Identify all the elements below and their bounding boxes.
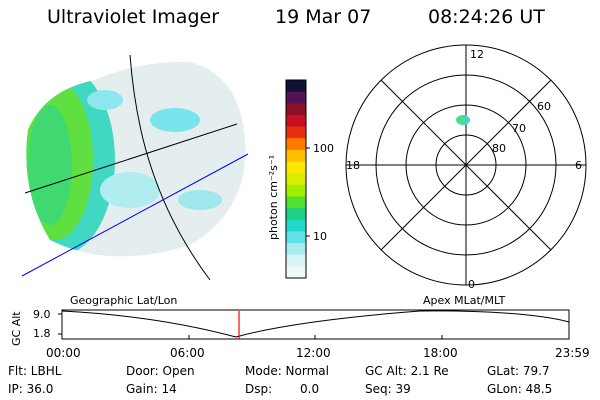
status-glon: GLon: 48.5 (487, 382, 553, 396)
status-glat: GLat: 79.7 (487, 364, 550, 378)
timeline-y-tick-bottom: 1.8 (33, 327, 51, 340)
colorbar-segment (286, 138, 306, 151)
colorbar-segment (286, 126, 306, 139)
polar-lat-label-80: 80 (492, 142, 506, 155)
time-label: 08:24:26 UT (428, 6, 545, 28)
colorbar-segment (286, 80, 306, 93)
status-gc-alt: GC Alt: 2.1 Re (365, 364, 449, 378)
altitude-timeline (58, 309, 570, 340)
colorbar-segment (286, 91, 306, 104)
date-label: 19 Mar 07 (275, 6, 372, 28)
status-dsp-label: Dsp: (245, 382, 273, 396)
instrument-title: Ultraviolet Imager (47, 6, 220, 28)
colorbar (285, 79, 307, 279)
colorbar-segment (286, 196, 306, 209)
altitude-curve (61, 310, 570, 338)
latitude-line-black (24, 123, 238, 194)
polar-plot: 60 70 80 12 18 6 0 (345, 44, 587, 291)
timeline-left-label: Geographic Lat/Lon (70, 294, 178, 307)
colorbar-segment (286, 149, 306, 163)
colorbar-segment (286, 184, 306, 197)
colorbar-segment (286, 103, 306, 116)
status-seq: Seq: 39 (365, 382, 411, 396)
polar-mlt-label-18: 18 (346, 159, 360, 172)
timeline-frame (61, 309, 570, 340)
apex-line-blue (21, 153, 249, 277)
colorbar-segment (286, 254, 306, 267)
timeline-axis-label: GC Alt (10, 311, 23, 346)
colorbar-segment (286, 161, 306, 174)
meridian-curve (129, 54, 211, 281)
colorbar-segment (286, 243, 306, 256)
colorbar-segment (286, 114, 306, 128)
timeline-right-label: Apex MLat/MLT (423, 294, 506, 307)
colorbar-segment (286, 208, 306, 221)
polar-mlt-label-0: 0 (468, 278, 475, 291)
timeline-x-tick-2359: 23:59 (555, 346, 590, 360)
emission-patch-cyan (150, 108, 200, 132)
timeline-x-tick-1800: 18:00 (423, 346, 458, 360)
status-gain: Gain: 14 (126, 382, 177, 396)
status-mode: Mode: Normal (245, 364, 329, 378)
colorbar-frame (285, 79, 307, 279)
colorbar-segment (286, 219, 306, 232)
colorbar-segment (286, 231, 306, 244)
status-door: Door: Open (126, 364, 195, 378)
polar-mlt-label-6: 6 (575, 159, 582, 172)
polar-emission-spot-core (458, 117, 464, 121)
timeline-x-tick-0600: 06:00 (170, 346, 205, 360)
emission-band-inner (28, 105, 72, 225)
status-dsp-value: 0.0 (300, 382, 320, 396)
emission-patch-cyan-2 (100, 172, 160, 208)
colorbar-ticks: 100 10 (306, 142, 334, 243)
uv-image-disk (21, 54, 249, 281)
polar-lat-label-60: 60 (537, 100, 551, 113)
colorbar-segment (286, 266, 306, 279)
polar-diagonal-2 (380, 79, 552, 251)
colorbar-tick-10: 10 (313, 230, 327, 243)
emission-patch-cyan-3 (178, 190, 222, 210)
colorbar-tick-100: 100 (313, 142, 334, 155)
status-ip: IP: 36.0 (8, 382, 54, 396)
timeline-x-tick-0000: 00:00 (46, 346, 81, 360)
timeline-y-tick-top: 9.0 (33, 308, 51, 321)
emission-patch-cyan-4 (87, 90, 123, 110)
timeline-x-tick-1200: 12:00 (296, 346, 331, 360)
polar-mlt-label-12: 12 (470, 48, 484, 61)
colorbar-segment (286, 173, 306, 186)
polar-lat-label-70: 70 (512, 122, 526, 135)
colorbar-unit-label: photon cm⁻²s⁻¹ (267, 155, 280, 240)
status-flt: Flt: LBHL (8, 364, 62, 378)
